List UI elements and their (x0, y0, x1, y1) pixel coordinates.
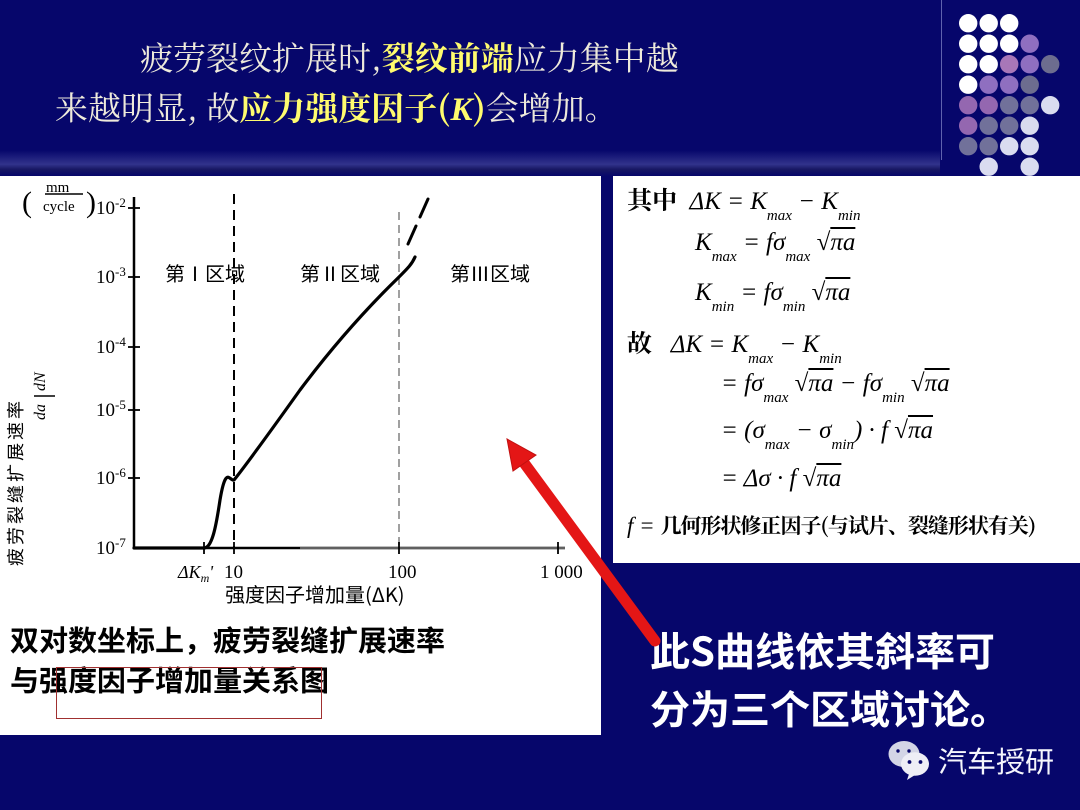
svg-text:10-7: 10-7 (96, 535, 126, 559)
svg-text:第Ⅰ区域: 第Ⅰ区域 (165, 258, 245, 287)
svg-text:第Ⅲ区域: 第Ⅲ区域 (450, 258, 530, 287)
svg-text:10-6: 10-6 (96, 465, 126, 489)
svg-text:(: ( (22, 186, 32, 219)
svg-text:10-3: 10-3 (96, 264, 126, 288)
svg-text:强度因子增加量(ΔK): 强度因子增加量(ΔK) (225, 579, 405, 607)
svg-text:dN: dN (32, 371, 49, 391)
svg-text:第Ⅱ区域: 第Ⅱ区域 (300, 258, 380, 287)
svg-text:mm: mm (46, 182, 70, 196)
svg-text:10-5: 10-5 (96, 397, 126, 421)
svg-text:ΔKm': ΔKm' (177, 562, 214, 585)
svg-text:汽车授研: 汽车授研 (938, 741, 1054, 781)
svg-text:10-4: 10-4 (96, 334, 126, 358)
svg-text:cycle: cycle (43, 199, 75, 215)
svg-text:1 000: 1 000 (540, 562, 583, 583)
svg-text:10-2: 10-2 (96, 195, 126, 219)
svg-text:da: da (32, 404, 49, 420)
svg-text:疲劳裂缝扩展速率: 疲劳裂缝扩展速率 (2, 398, 28, 566)
svg-text:): ) (86, 186, 96, 219)
